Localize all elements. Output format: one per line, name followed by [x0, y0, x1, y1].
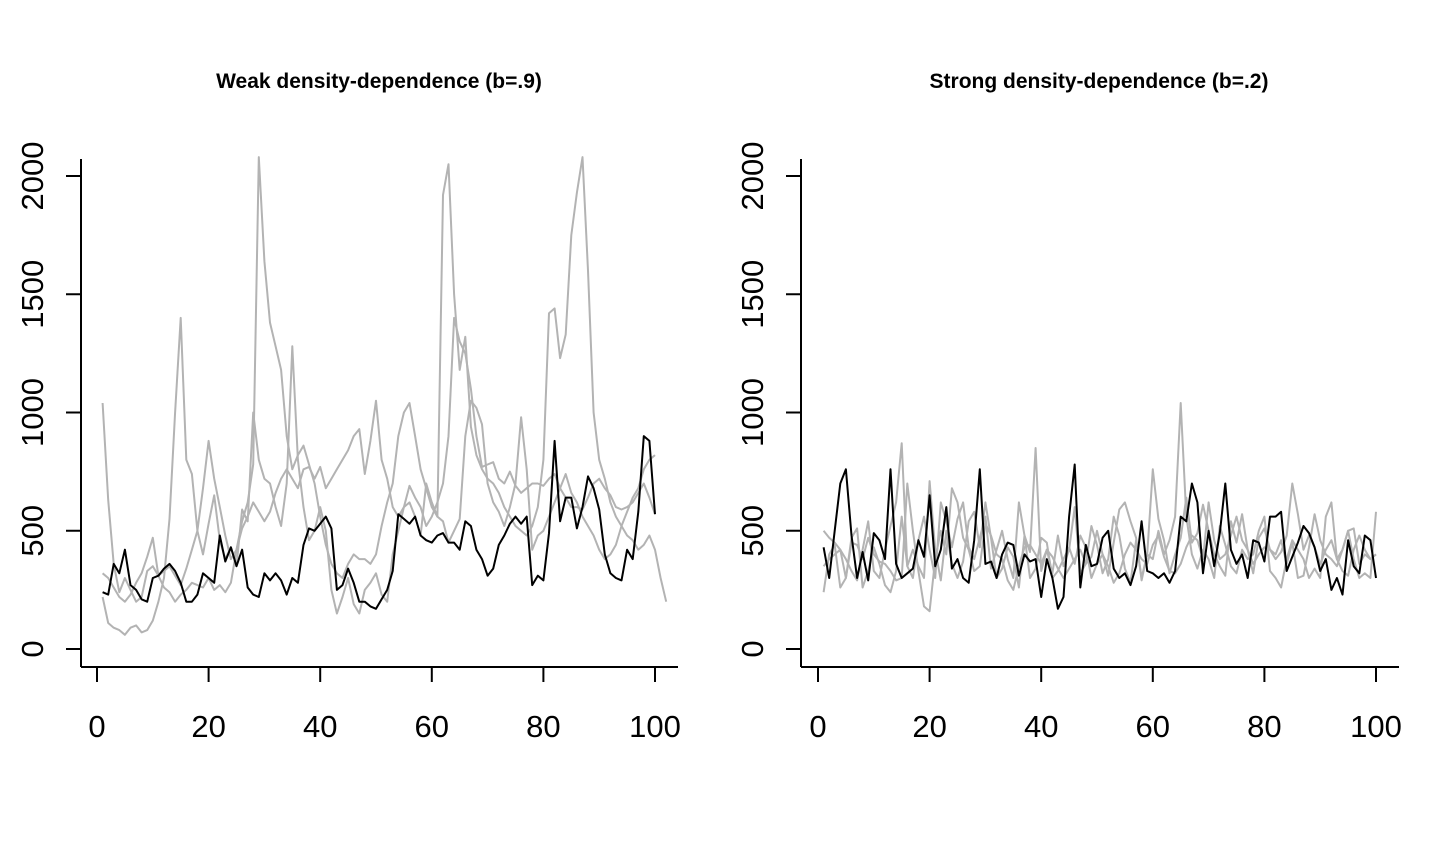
y-tick-label: 0	[735, 640, 770, 657]
x-tick-label: 80	[1247, 709, 1281, 744]
x-tick-label: 60	[415, 709, 449, 744]
y-tick-label: 1500	[15, 260, 50, 329]
series-group	[101, 156, 668, 636]
chart-title: Weak density-dependence (b=.9)	[216, 70, 542, 93]
y-tick-label: 1000	[735, 378, 770, 447]
x-tick-label: 80	[526, 709, 560, 744]
series-line-1	[101, 316, 656, 603]
x-tick-label: 40	[303, 709, 337, 744]
chart-title: Strong density-dependence (b=.2)	[930, 70, 1269, 93]
x-tick-label: 0	[809, 709, 826, 744]
x-tick-label: 60	[1136, 709, 1170, 744]
y-tick-label: 2000	[735, 142, 770, 211]
series-line-3	[101, 156, 668, 603]
y-tick-label: 2000	[15, 142, 50, 211]
y-tick-label: 500	[735, 505, 770, 557]
y-tick-label: 500	[15, 505, 50, 557]
x-tick-label: 100	[1350, 709, 1402, 744]
series-line-highlight	[822, 463, 1377, 610]
x-tick-label: 20	[191, 709, 225, 744]
x-tick-label: 20	[912, 709, 946, 744]
series-line-2	[101, 316, 656, 636]
x-tick-label: 100	[629, 709, 681, 744]
series-line-highlight	[102, 435, 656, 610]
y-tick-label: 1500	[735, 260, 770, 329]
series-group	[822, 402, 1377, 613]
chart-panel-2: Strong density-dependence (b=.2) 0 20 40 60 8…	[735, 70, 1402, 744]
x-tick-label: 40	[1024, 709, 1058, 744]
y-tick-label: 1000	[15, 378, 50, 447]
chart-panel-1: Weak density-dependence (b=.9) 0 20 40 60 80 1…	[15, 70, 681, 744]
x-tick-label: 0	[88, 709, 105, 744]
y-tick-label: 0	[15, 640, 50, 657]
